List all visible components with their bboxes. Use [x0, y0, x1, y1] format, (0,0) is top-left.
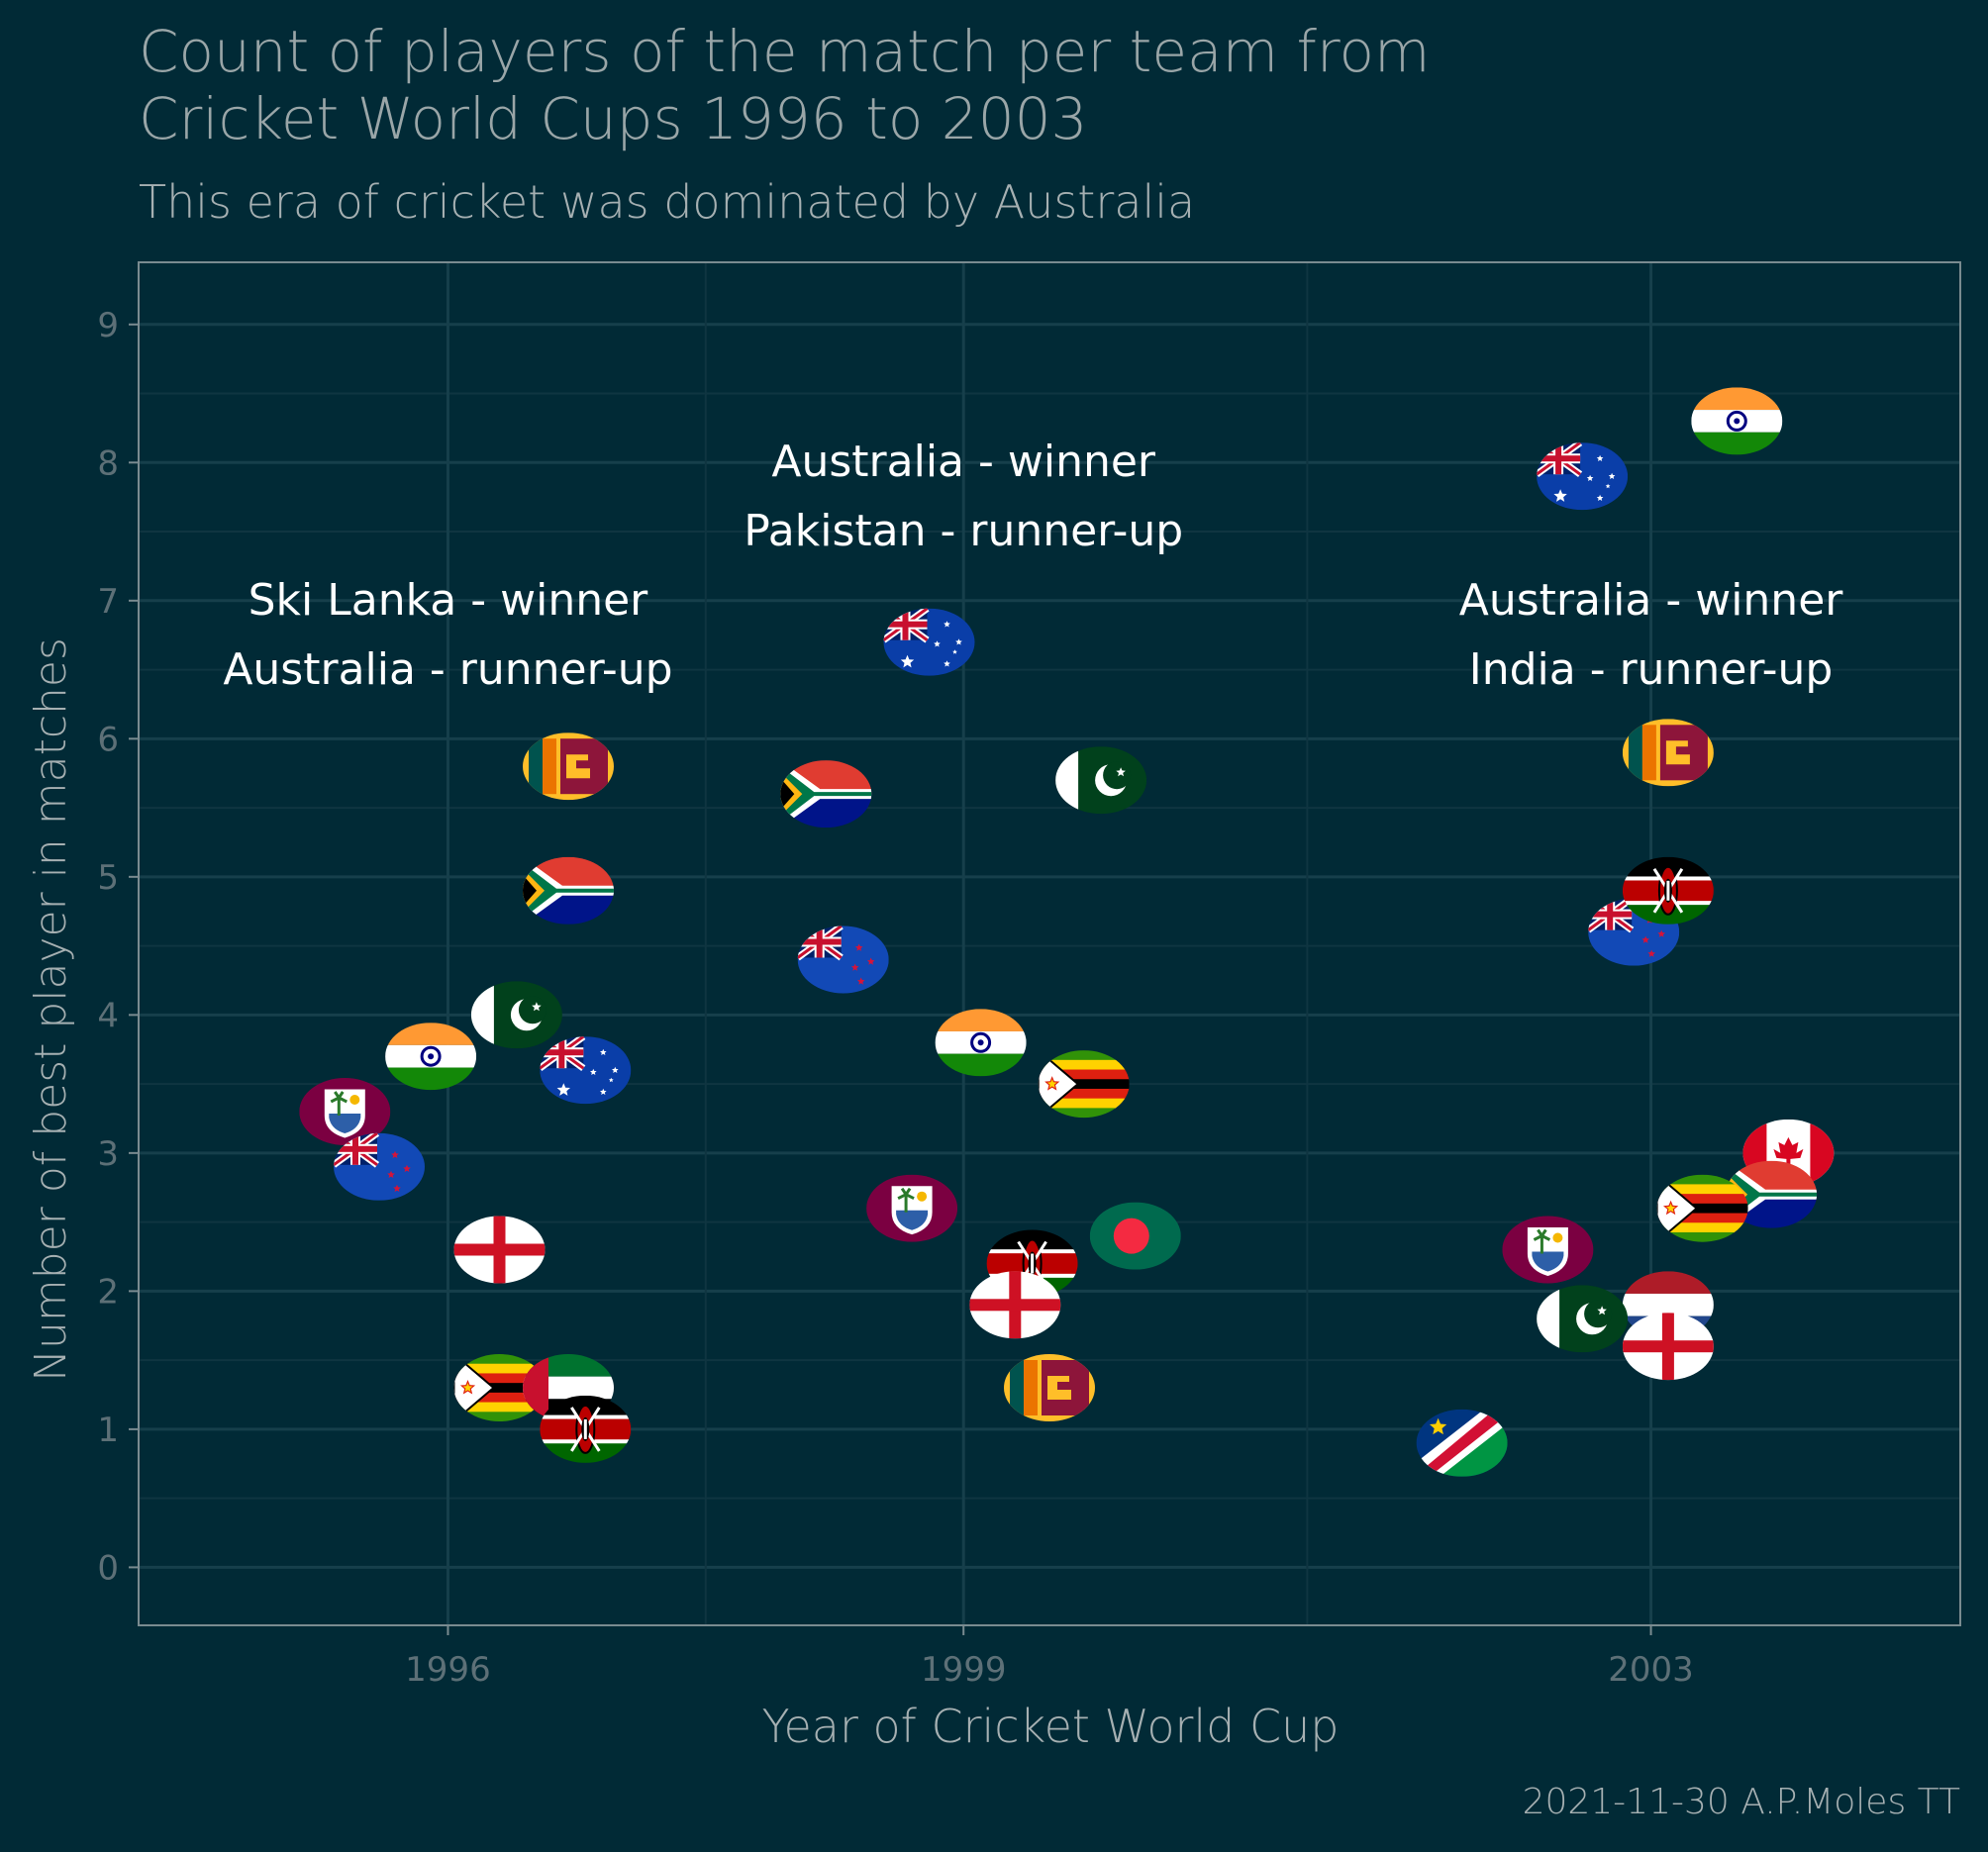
grid-layer [139, 262, 1960, 1625]
annotation-label: Australia - winner [771, 437, 1156, 487]
flag-marker-india-2003: India 2003: 8.3 [1691, 387, 1783, 455]
flag-marker-zimbabwe-1999: Zimbabwe 1999: 3.5 [1038, 1050, 1130, 1119]
y-tick-label: 4 [97, 996, 119, 1035]
flag-marker-england-2003: England 2003: 1.6 [1622, 1313, 1714, 1381]
annotations: Ski Lanka - winner Australia - runner-up A… [223, 437, 1843, 695]
flag-marker-india-1996: India 1996: 3.7 [385, 1023, 477, 1091]
y-tick-label: 9 [97, 306, 119, 345]
x-tick-label: 1996 [405, 1650, 491, 1690]
flag-marker-south-africa-1996: South Africa 1996: 4.9 [523, 856, 614, 925]
x-tick-label: 2003 [1608, 1650, 1694, 1690]
annotation-label: Ski Lanka - winner [248, 575, 649, 626]
annotation-label: Australia - winner [1459, 575, 1844, 626]
flag-marker-bangladesh-1999: Bangladesh 1999: 2.4 [1089, 1202, 1181, 1270]
flag-marker-england-1999: England 1999: 1.9 [969, 1271, 1061, 1339]
flag-marker-kenya-2003: Kenya 2003: 4.9 [1622, 856, 1714, 925]
flag-marker-sri-lanka-1999: Sri Lanka 1999: 1.3 [1004, 1354, 1095, 1421]
flag-marker-zimbabwe-1996: Zimbabwe 1996: 1.3 [453, 1354, 546, 1421]
flag-marker-australia-1999: Australia 1999: 6.7 [883, 608, 975, 676]
flag-marker-kenya-1996: Kenya 1996: 1 [540, 1395, 632, 1463]
flag-marker-new-zealand-1999: New Zealand 1999: 4.4 [797, 926, 889, 994]
y-tick-label: 3 [97, 1134, 119, 1174]
y-tick-label: 0 [97, 1548, 119, 1588]
flag-marker-zimbabwe-2003: Zimbabwe 2003: 2.6 [1656, 1174, 1748, 1242]
flag-marker-namibia-2003: Namibia 2003: 0.9 [1416, 1409, 1508, 1477]
chart-subtitle: This era of cricket was dominated by Aus… [139, 175, 1195, 229]
chart-title-line-2: Cricket World Cups 1996 to 2003 [139, 85, 1087, 152]
y-tick-label: 1 [97, 1411, 119, 1450]
flag-marker-pakistan-2003: Pakistan 2003: 1.8 [1537, 1285, 1629, 1353]
x-axis-title: Year of Cricket World Cup [762, 1700, 1340, 1753]
caption: 2021-11-30 A.P.Moles TT [1523, 1782, 1960, 1822]
chart-title-line-1: Count of players of the match per team f… [139, 18, 1431, 85]
flag-marker-australia-2003: Australia 2003: 7.9 [1537, 442, 1629, 511]
flag-marker-india-1999: India 1999: 3.8 [935, 1009, 1027, 1077]
annotation-label: Australia - runner-up [223, 644, 672, 695]
flag-marker-west-indies-2003: West Indies 2003: 2.3 [1502, 1216, 1594, 1284]
plot-panel-border [138, 261, 1961, 1626]
flag-layer: Sri Lanka 1996: 5.8 South Africa 1996: 4.… [299, 387, 1835, 1477]
flag-marker-pakistan-1999: Pakistan 1999: 5.7 [1055, 746, 1147, 815]
y-tick-label: 6 [97, 720, 119, 759]
flag-marker-sri-lanka-1996: Sri Lanka 1996: 5.8 [523, 732, 614, 801]
y-tick-label: 5 [97, 858, 119, 898]
flag-marker-pakistan-1996: Pakistan 1996: 4 [470, 981, 562, 1049]
flag-marker-sri-lanka-2003: Sri Lanka 2003: 5.9 [1622, 719, 1714, 787]
y-tick-label: 8 [97, 443, 119, 483]
y-tick-label: 2 [97, 1272, 119, 1312]
flag-marker-new-zealand-1996: New Zealand 1996: 2.9 [334, 1132, 425, 1201]
y-tick-label: 7 [97, 582, 119, 622]
flag-marker-australia-1996: Australia 1996: 3.6 [540, 1036, 632, 1105]
y-axis-title: Number of best player in matches [26, 637, 76, 1382]
x-tick-label: 1999 [921, 1650, 1007, 1690]
flag-marker-england-1996: England 1996: 2.3 [453, 1216, 546, 1284]
x-tick-labels: 1996 1999 2003 [405, 1625, 1694, 1690]
flag-marker-south-africa-1999: South Africa 1999: 5.6 [780, 760, 872, 829]
flag-marker-west-indies-1999: West Indies 1999: 2.6 [866, 1174, 958, 1242]
annotation-label: India - runner-up [1469, 644, 1834, 695]
panel-layer [138, 261, 1961, 1626]
y-tick-labels: 0 1 2 3 4 5 6 7 8 9 [97, 306, 139, 1588]
annotation-label: Pakistan - runner-up [744, 506, 1183, 556]
